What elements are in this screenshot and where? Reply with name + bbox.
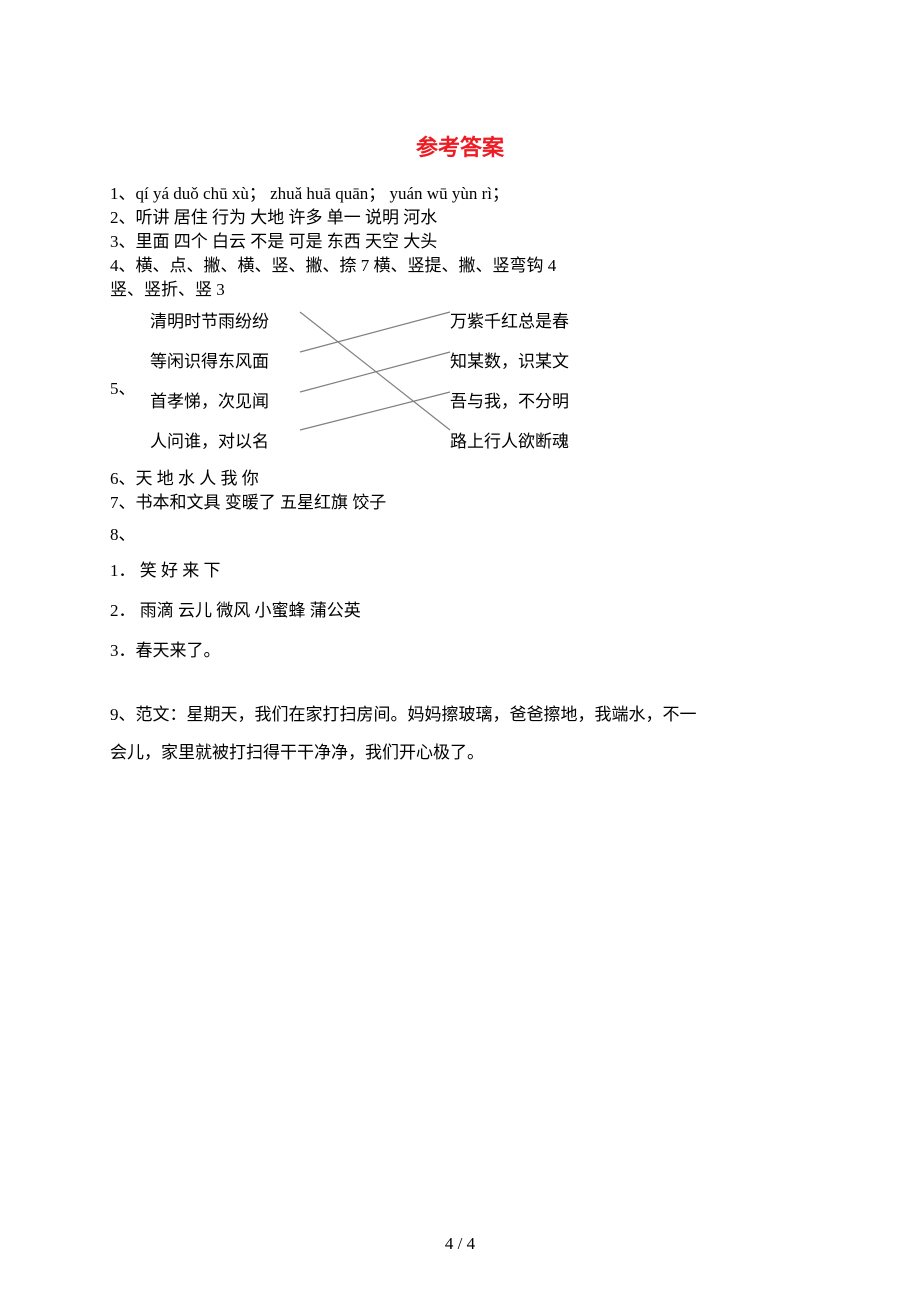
answer-4-line2: 竖、竖折、竖 3 [110,278,810,302]
answer-8-3: 3．春天来了。 [110,639,810,663]
answer-9-line1: 9、范文：星期天，我们在家打扫房间。妈妈擦玻璃，爸爸擦地，我端水，不一 [110,703,810,727]
answer-key-title: 参考答案 [110,130,810,162]
answer-7: 7、书本和文具 变暖了 五星红旗 饺子 [110,491,810,515]
matching-lines-svg [150,302,690,462]
page-number: 4 / 4 [0,1234,920,1254]
answer-5-matching: 5、 清明时节雨纷纷 等闲识得东风面 首孝悌，次见闻 人问谁，对以名 万紫千红总… [110,302,810,462]
answer-8-label: 8、 [110,523,810,547]
answer-8-2: 2． 雨滴 云儿 微风 小蜜蜂 蒲公英 [110,599,810,623]
answer-9-line2: 会儿，家里就被打扫得干干净净，我们开心极了。 [110,741,810,765]
match-line-1 [300,312,450,352]
match-line-0 [300,312,450,430]
answer-1: 1、qí yá duǒ chū xù； zhuǎ huā quān； yuán … [110,182,810,206]
match-line-2 [300,352,450,392]
matching-container: 清明时节雨纷纷 等闲识得东风面 首孝悌，次见闻 人问谁，对以名 万紫千红总是春 … [150,302,690,462]
answer-4-line1: 4、横、点、撇、横、竖、撇、捺 7 横、竖提、撇、竖弯钩 4 [110,254,810,278]
answer-2: 2、听讲 居住 行为 大地 许多 单一 说明 河水 [110,206,810,230]
answer-3: 3、里面 四个 白云 不是 可是 东西 天空 大头 [110,230,810,254]
answer-8-1: 1． 笑 好 来 下 [110,559,810,583]
match-line-3 [300,392,450,430]
answer-5-label: 5、 [110,374,136,399]
answer-6: 6、天 地 水 人 我 你 [110,467,810,491]
